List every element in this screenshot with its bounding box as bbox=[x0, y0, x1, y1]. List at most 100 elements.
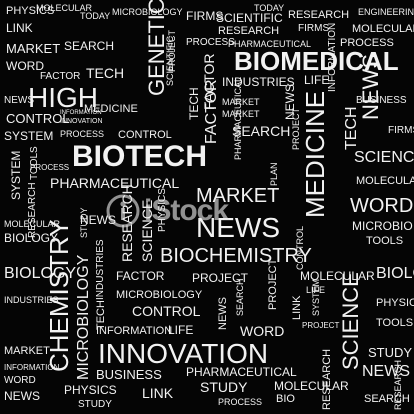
word: FACTOR bbox=[203, 79, 220, 144]
word: PHARMACEUTICAL bbox=[50, 175, 180, 191]
word: MARKET bbox=[6, 41, 61, 56]
word: WORD bbox=[240, 323, 285, 339]
word: PHYSICS bbox=[64, 383, 117, 397]
word: SCIENCE bbox=[354, 149, 414, 166]
word: FIRMS bbox=[186, 9, 224, 23]
word: INFORMATION bbox=[4, 363, 60, 372]
word: HIGH bbox=[28, 82, 98, 113]
word: SCIENTIFIC bbox=[165, 35, 175, 86]
word: PROJECT bbox=[302, 321, 340, 330]
word: LINK bbox=[142, 385, 174, 401]
word: CONTROL bbox=[118, 129, 172, 141]
word: PHYSICS bbox=[157, 188, 168, 232]
word: CONTROL bbox=[132, 303, 201, 319]
word: INDUSTRIES bbox=[95, 239, 106, 300]
word: TODAY bbox=[254, 3, 285, 13]
word: SCIENTIFIC bbox=[216, 11, 283, 25]
word: MICROBIO bbox=[352, 219, 413, 233]
word: FACTOR bbox=[40, 71, 81, 82]
word: SYSTEM bbox=[9, 150, 23, 200]
word: WORD bbox=[6, 59, 44, 73]
word: LIFE bbox=[304, 73, 330, 87]
word: TECH bbox=[86, 65, 125, 81]
word: INFORMATION bbox=[327, 22, 338, 92]
word: PROJECT bbox=[291, 107, 301, 150]
word: PHARMACEUTICAL bbox=[233, 76, 243, 160]
word: BIOCHEMISTRY bbox=[160, 245, 312, 267]
word: MOLECULAR bbox=[352, 23, 414, 35]
word: CONTROL bbox=[295, 225, 305, 270]
word: LIFE bbox=[306, 285, 326, 295]
word: ENGINEERING bbox=[358, 7, 414, 17]
word: PHARMACEUTICAL bbox=[186, 365, 297, 379]
word: SCIENCE bbox=[139, 199, 155, 262]
word: BIOLOGY bbox=[376, 265, 414, 282]
word: RESEARCH bbox=[288, 9, 350, 21]
word: MICROBIOLOGY bbox=[112, 7, 183, 17]
word: BIO bbox=[276, 393, 295, 405]
word: MOLECULAR bbox=[274, 379, 349, 393]
word: WORD bbox=[4, 375, 36, 386]
word: RESEARCH bbox=[119, 184, 135, 262]
word: STUDY bbox=[368, 345, 413, 360]
word: NEWS bbox=[358, 54, 383, 120]
word: PROCESS bbox=[30, 163, 70, 172]
word: MOLECULAR bbox=[36, 3, 93, 13]
word: NEWS bbox=[196, 212, 280, 243]
word: TECH bbox=[187, 87, 201, 120]
word: TODAY bbox=[80, 11, 111, 21]
word: NEWS bbox=[4, 95, 34, 106]
word: BIOTECH bbox=[72, 140, 207, 173]
word: PHYSICS bbox=[376, 297, 414, 309]
word: PROCESS bbox=[340, 37, 394, 49]
word: LIFE bbox=[168, 323, 194, 337]
word: PROJECT bbox=[267, 258, 279, 310]
word: RESEARCH bbox=[218, 25, 280, 37]
word: INDUSTRIES bbox=[222, 75, 295, 89]
word: BUSINESS bbox=[356, 95, 407, 106]
word: LINK bbox=[291, 295, 303, 320]
word: TOOLS bbox=[366, 235, 404, 247]
word: SEARCH bbox=[232, 123, 291, 139]
word: NEWS bbox=[80, 213, 116, 227]
word: MARKET bbox=[222, 97, 260, 107]
word: FIRMS bbox=[298, 23, 330, 34]
word: MOLECULAR bbox=[300, 269, 375, 283]
word: STUDY bbox=[78, 399, 112, 410]
word: BIOLOGY bbox=[4, 265, 77, 282]
word: CHEMISTRY bbox=[44, 219, 74, 372]
word: FIRMS bbox=[388, 125, 414, 136]
word: MARKET bbox=[196, 185, 280, 207]
word: PHARMACEUTICAL bbox=[228, 39, 312, 49]
word: STUDY bbox=[200, 379, 248, 395]
word: SEARCH bbox=[235, 278, 245, 316]
word: INFORMATION bbox=[60, 110, 102, 116]
word: MOLECULAR bbox=[4, 219, 61, 229]
word: BIOLOGY bbox=[4, 231, 59, 245]
word: PROCESS bbox=[186, 37, 235, 48]
word: WORD bbox=[350, 195, 414, 217]
word: INNOVATION bbox=[98, 338, 269, 369]
word: RESEARCH bbox=[27, 182, 38, 238]
word: SYSTEM bbox=[4, 129, 54, 143]
word: NEWS bbox=[217, 297, 229, 330]
word: PROJECT bbox=[192, 271, 249, 285]
word: MARKET bbox=[222, 109, 260, 119]
word: CONTROL bbox=[6, 111, 70, 126]
word: MEDICINE bbox=[300, 90, 330, 218]
word: MEDICINE bbox=[84, 103, 138, 115]
word: MICROBIOLOGY bbox=[116, 289, 203, 301]
word: BUSINESS bbox=[96, 367, 162, 382]
word: SCIENCE bbox=[338, 272, 363, 370]
word: PROCESS bbox=[60, 129, 105, 139]
word: PROCESS bbox=[218, 397, 263, 407]
word: PLAN bbox=[269, 162, 279, 186]
word: SEARCH bbox=[364, 393, 410, 405]
word: INFORMATION bbox=[96, 325, 173, 337]
word: SEARCH bbox=[64, 39, 115, 53]
word: INNOVATION bbox=[60, 118, 103, 125]
word: NEWS bbox=[4, 389, 40, 403]
word: BIOMEDICAL bbox=[234, 46, 399, 76]
word: TOOLS bbox=[376, 317, 414, 329]
